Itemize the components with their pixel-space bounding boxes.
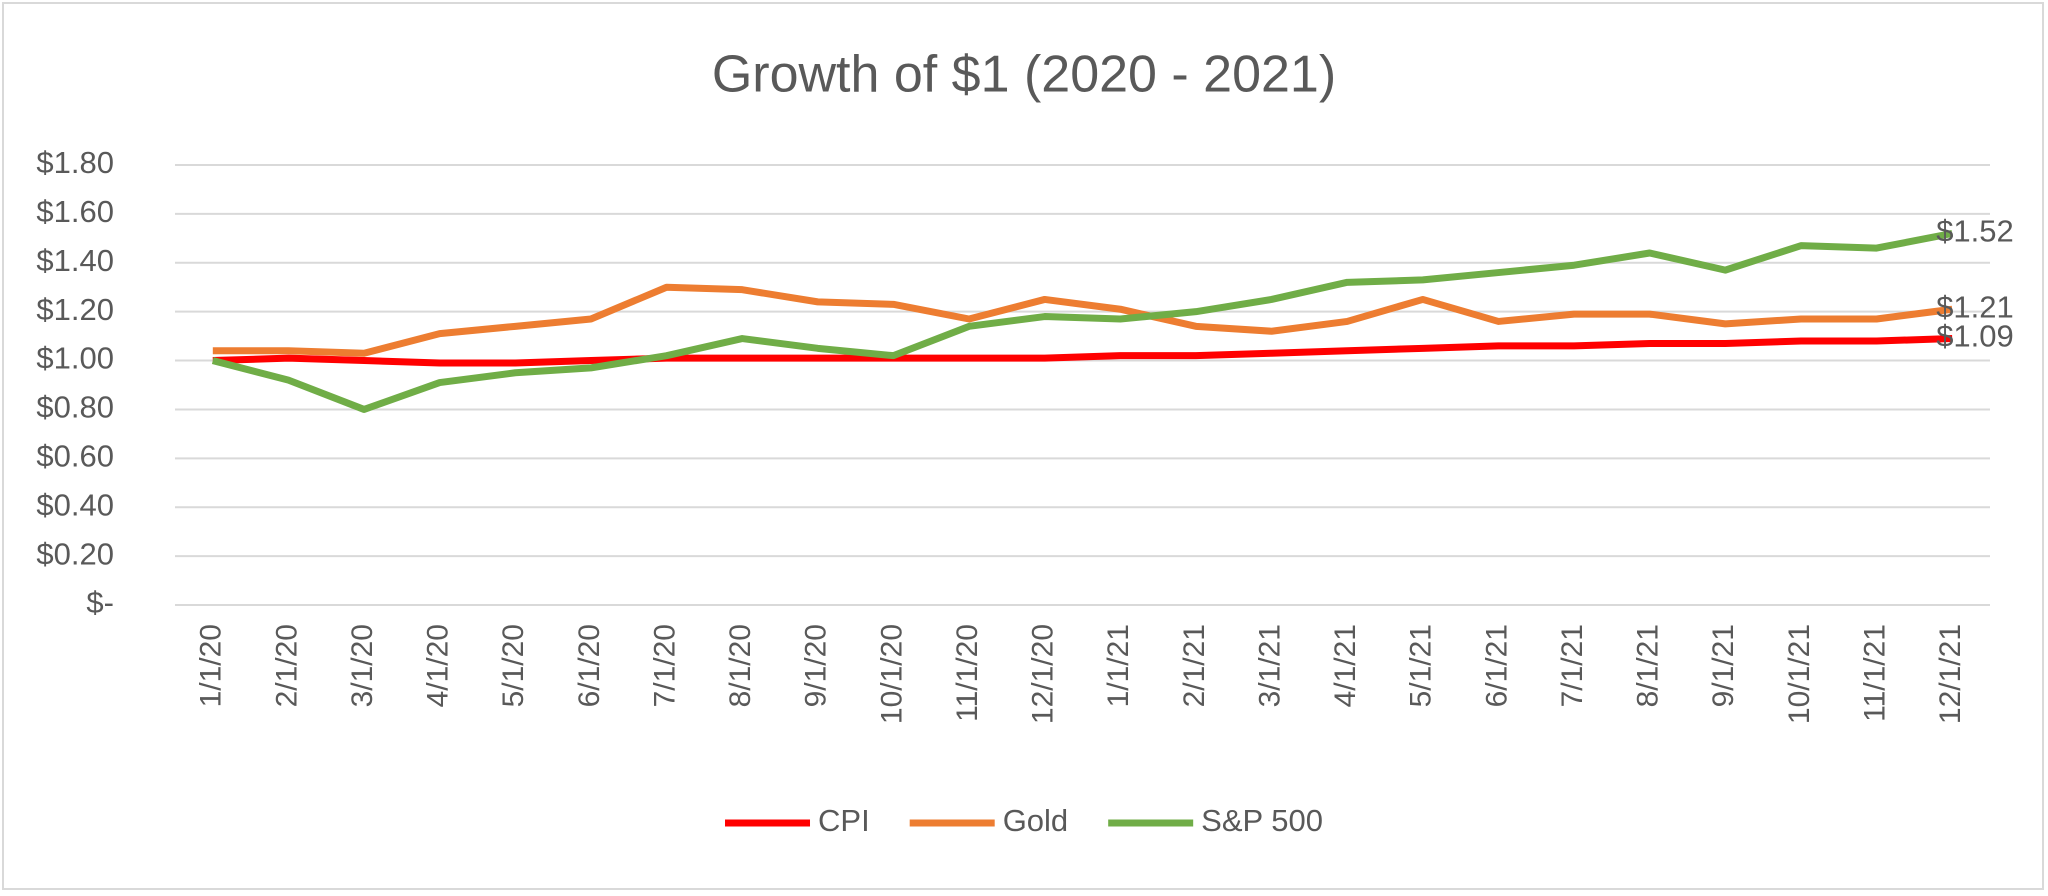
y-tick-label: $1.40 xyxy=(36,243,114,278)
legend-label: CPI xyxy=(818,803,870,838)
legend: CPI Gold S&P 500 xyxy=(725,803,1323,838)
legend-label: Gold xyxy=(1003,803,1068,838)
x-tick-label: 2/1/21 xyxy=(1178,624,1211,707)
x-tick-label: 2/1/20 xyxy=(270,624,303,707)
series-line xyxy=(211,230,1953,413)
x-tick-label: 1/1/21 xyxy=(1102,624,1135,707)
x-tick-label: 12/1/21 xyxy=(1934,624,1967,724)
x-tick-label: 5/1/20 xyxy=(497,624,530,707)
y-tick-label: $1.20 xyxy=(36,292,114,327)
y-tick-label: $1.80 xyxy=(36,145,114,180)
y-tick-label: $- xyxy=(86,585,114,620)
x-tick-label: 7/1/20 xyxy=(648,624,681,707)
y-tick-label: $0.40 xyxy=(36,487,114,522)
legend-label: S&P 500 xyxy=(1201,803,1323,838)
data-label: $1.52 xyxy=(1936,214,2014,249)
x-tick-label: 1/1/20 xyxy=(195,624,228,707)
x-tick-label: 4/1/20 xyxy=(422,624,455,707)
data-label: $1.21 xyxy=(1936,289,2014,324)
x-tick-label: 11/1/21 xyxy=(1858,624,1891,722)
x-tick-label: 9/1/21 xyxy=(1707,624,1740,707)
x-tick-label: 3/1/20 xyxy=(346,624,379,707)
series-line xyxy=(212,335,1953,367)
data-label: $1.09 xyxy=(1936,319,2014,354)
x-tick-label: 5/1/21 xyxy=(1405,624,1438,707)
x-tick-label: 8/1/21 xyxy=(1632,624,1665,707)
chart-title: Growth of $1 (2020 - 2021) xyxy=(712,46,1336,104)
x-tick-label: 6/1/20 xyxy=(573,624,606,707)
x-tick-label: 10/1/20 xyxy=(875,624,908,724)
x-tick-label: 3/1/21 xyxy=(1253,624,1286,707)
x-tick-label: 12/1/20 xyxy=(1027,624,1060,724)
x-tick-label: 6/1/21 xyxy=(1480,624,1513,707)
series-line xyxy=(212,283,1953,357)
x-tick-label: 7/1/21 xyxy=(1556,624,1589,707)
y-tick-label: $1.00 xyxy=(36,341,114,376)
y-tick-label: $0.60 xyxy=(36,439,114,474)
x-tick-label: 11/1/20 xyxy=(951,624,984,722)
y-tick-label: $0.20 xyxy=(36,536,114,571)
x-tick-label: 8/1/20 xyxy=(724,624,757,707)
y-tick-label: $0.80 xyxy=(36,390,114,425)
x-tick-label: 9/1/20 xyxy=(800,624,833,707)
x-tick-label: 4/1/21 xyxy=(1329,624,1362,707)
x-tick-label: 10/1/21 xyxy=(1783,624,1816,724)
y-tick-label: $1.60 xyxy=(36,194,114,229)
